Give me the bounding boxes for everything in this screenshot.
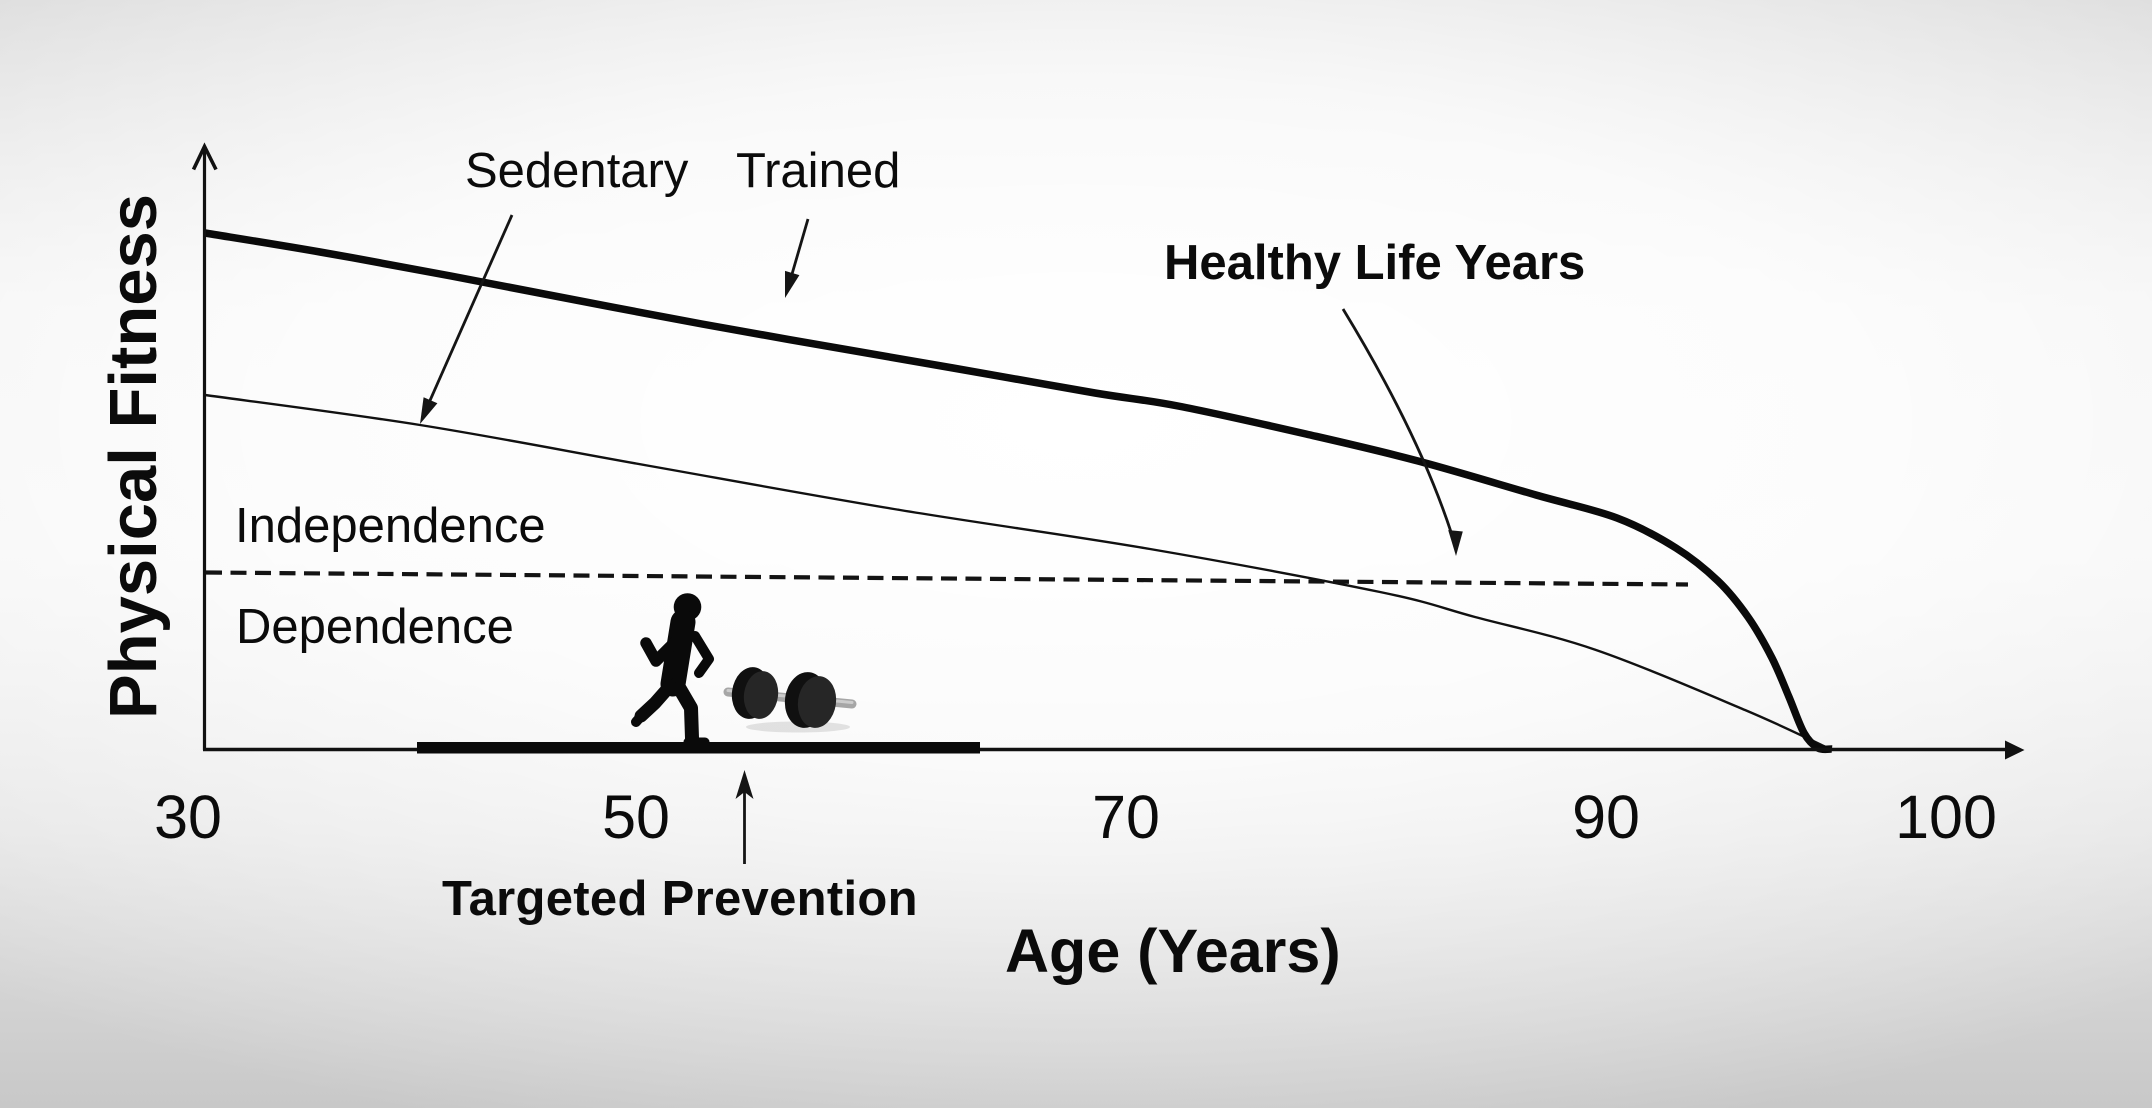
svg-text:70: 70 bbox=[1092, 783, 1160, 851]
svg-text:100: 100 bbox=[1895, 783, 1997, 851]
svg-text:Physical Fitness: Physical Fitness bbox=[96, 194, 171, 719]
svg-text:Age (Years): Age (Years) bbox=[1005, 917, 1341, 985]
svg-text:Sedentary: Sedentary bbox=[465, 144, 689, 198]
svg-text:50: 50 bbox=[602, 783, 670, 851]
svg-text:Healthy Life Years: Healthy Life Years bbox=[1164, 236, 1585, 290]
svg-text:30: 30 bbox=[154, 783, 222, 851]
svg-text:Targeted Prevention: Targeted Prevention bbox=[442, 872, 918, 926]
svg-text:Dependence: Dependence bbox=[236, 600, 514, 654]
svg-text:Independence: Independence bbox=[235, 499, 546, 553]
svg-text:Trained: Trained bbox=[736, 144, 900, 198]
svg-text:90: 90 bbox=[1572, 783, 1640, 851]
